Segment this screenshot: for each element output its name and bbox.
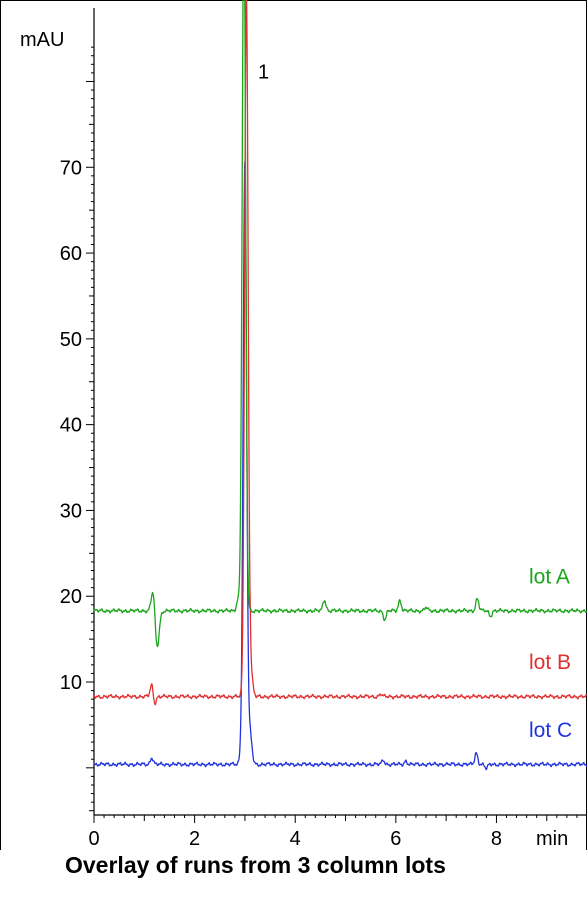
traces <box>93 0 587 771</box>
x-tick-label: 0 <box>88 828 99 850</box>
y-tick-label: 50 <box>60 329 82 351</box>
series-label: lot A <box>529 565 570 588</box>
chart-title: Overlay of runs from 3 column lots <box>65 852 446 878</box>
peak-label: 1 <box>258 62 269 84</box>
series-line-lot-a <box>93 0 587 647</box>
x-tick-label: 6 <box>390 828 401 850</box>
y-tick-label: 40 <box>60 415 82 437</box>
x-tick-label: 2 <box>189 828 200 850</box>
series-label: lot C <box>529 719 572 742</box>
chromatogram-chart: 10 20 30 40 50 60 70 0 2 4 6 8 mAU min lot C lot B lot A… <box>0 0 587 850</box>
page-border <box>0 0 587 850</box>
y-tick-label: 60 <box>60 243 82 265</box>
x-axis-label: min <box>536 828 568 850</box>
axes <box>0 0 587 850</box>
y-tick-label: 20 <box>60 586 82 608</box>
y-tick-label: 10 <box>60 672 82 694</box>
x-tick-label: 8 <box>491 828 502 850</box>
x-tick-label: 4 <box>290 828 301 850</box>
series-label: lot B <box>529 651 571 674</box>
y-tick-label: 70 <box>60 157 82 179</box>
y-tick-label: 30 <box>60 500 82 522</box>
labels: 10 20 30 40 50 60 70 0 2 4 6 8 mAU min lot C lot B lot A… <box>20 29 572 850</box>
y-axis-label: mAU <box>20 29 64 51</box>
series-line-lot-c <box>93 161 587 771</box>
series-line-lot-b <box>93 0 587 706</box>
